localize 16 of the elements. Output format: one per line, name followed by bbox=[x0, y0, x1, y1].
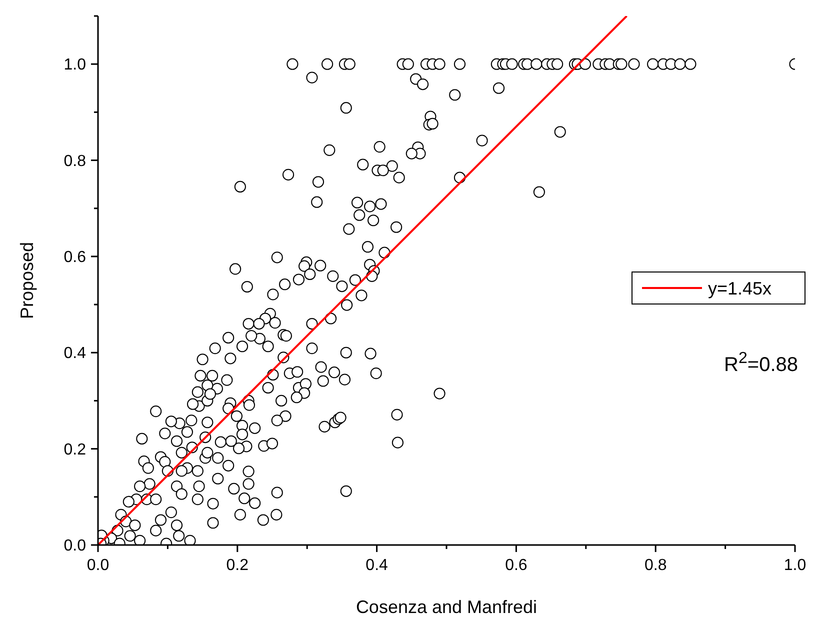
x-tick-label: 0.8 bbox=[644, 557, 667, 574]
y-tick-label: 0.4 bbox=[64, 345, 86, 362]
y-axis-title: Proposed bbox=[17, 242, 37, 320]
x-tick-label: 0.0 bbox=[86, 557, 110, 574]
x-tick-label: 1.0 bbox=[784, 557, 806, 574]
y-tick-label: 1.0 bbox=[64, 56, 86, 74]
legend-label: y=1.45x bbox=[708, 278, 772, 298]
y-tick-label: 0.0 bbox=[64, 538, 86, 555]
y-tick-label: 0.6 bbox=[64, 249, 86, 266]
x-tick-label: 0.4 bbox=[366, 557, 388, 574]
y-tick-label: 0.8 bbox=[64, 152, 86, 170]
annotation: R$^{2}$=0.88 bbox=[724, 350, 798, 376]
y-tick-label: 0.2 bbox=[64, 441, 86, 458]
x-tick-label: 0.2 bbox=[226, 557, 249, 574]
x-axis-title: Cosenza and Manfredi bbox=[356, 597, 538, 617]
x-tick-label: 0.6 bbox=[505, 557, 528, 574]
